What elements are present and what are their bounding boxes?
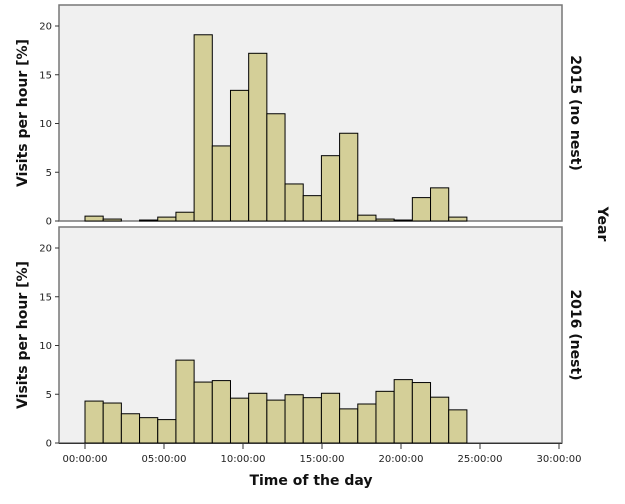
- bar: [248, 52, 268, 222]
- bar: [302, 195, 322, 222]
- bar: [375, 218, 395, 222]
- bar: [411, 197, 432, 222]
- bar: [102, 218, 122, 222]
- bar: [393, 379, 413, 444]
- y-tick-label: 15: [39, 70, 52, 81]
- bar: [229, 89, 250, 222]
- x-tick-label: 00:00:00: [63, 454, 108, 465]
- panel-0: 0 5 10 15 20 Visits per hour [%] 2015 (no nest…: [15, 4, 583, 228]
- bar: [448, 409, 468, 444]
- y-tick-label: 10: [39, 119, 52, 130]
- bar: [339, 132, 359, 222]
- bar: [357, 403, 377, 444]
- bar: [120, 413, 141, 444]
- bar: [211, 380, 231, 444]
- x-tick-label: 20:00:00: [379, 454, 424, 465]
- x-tick-label: 10:00:00: [221, 454, 266, 465]
- bar: [139, 219, 159, 222]
- panel-label: 2015 (no nest): [567, 55, 583, 171]
- bar: [102, 402, 122, 444]
- panel-1: 0 5 10 15 20 Visits per hour [%] 2016 (nest): [15, 226, 583, 450]
- x-tick-label: 30:00:00: [537, 454, 582, 465]
- bar: [448, 216, 468, 222]
- x-tick-label: 05:00:00: [142, 454, 187, 465]
- bar: [157, 419, 177, 444]
- bar: [84, 400, 104, 444]
- y-tick-label: 5: [46, 390, 52, 401]
- bar: [229, 397, 250, 444]
- bar: [84, 215, 104, 222]
- panel-background: [58, 4, 563, 222]
- bar: [302, 397, 322, 444]
- bar: [357, 214, 377, 222]
- bar: [411, 382, 432, 444]
- x-tick-label: 25:00:00: [458, 454, 503, 465]
- y-tick-label: 5: [46, 168, 52, 179]
- y-tick-label: 0: [46, 217, 52, 228]
- bar: [284, 183, 304, 222]
- bar: [339, 408, 359, 444]
- y-tick-label: 20: [39, 244, 52, 255]
- bar: [320, 392, 341, 444]
- bar: [175, 211, 195, 222]
- bar: [193, 381, 213, 444]
- bar: [266, 399, 286, 444]
- y-tick-label: 15: [39, 292, 52, 303]
- y-axis-label: Visits per hour [%]: [15, 39, 31, 187]
- bar: [375, 390, 395, 444]
- bar: [320, 155, 341, 222]
- y-tick-label: 0: [46, 439, 52, 450]
- bar: [248, 392, 268, 444]
- y-axis-label: Visits per hour [%]: [15, 261, 31, 409]
- panel-label: 2016 (nest): [567, 289, 583, 380]
- bar: [139, 417, 159, 444]
- bar: [284, 394, 304, 444]
- bar: [211, 145, 231, 222]
- x-axis-label: Time of the day: [249, 473, 372, 489]
- bar: [157, 216, 177, 222]
- y-tick-label: 20: [39, 22, 52, 33]
- bar: [393, 219, 413, 222]
- bar: [430, 396, 450, 444]
- y-tick-label: 10: [39, 341, 52, 352]
- bar: [266, 113, 286, 222]
- x-tick-label: 15:00:00: [300, 454, 345, 465]
- bar: [430, 187, 450, 222]
- facet-label: Year: [594, 206, 610, 242]
- bar: [175, 359, 195, 444]
- bar: [193, 34, 213, 222]
